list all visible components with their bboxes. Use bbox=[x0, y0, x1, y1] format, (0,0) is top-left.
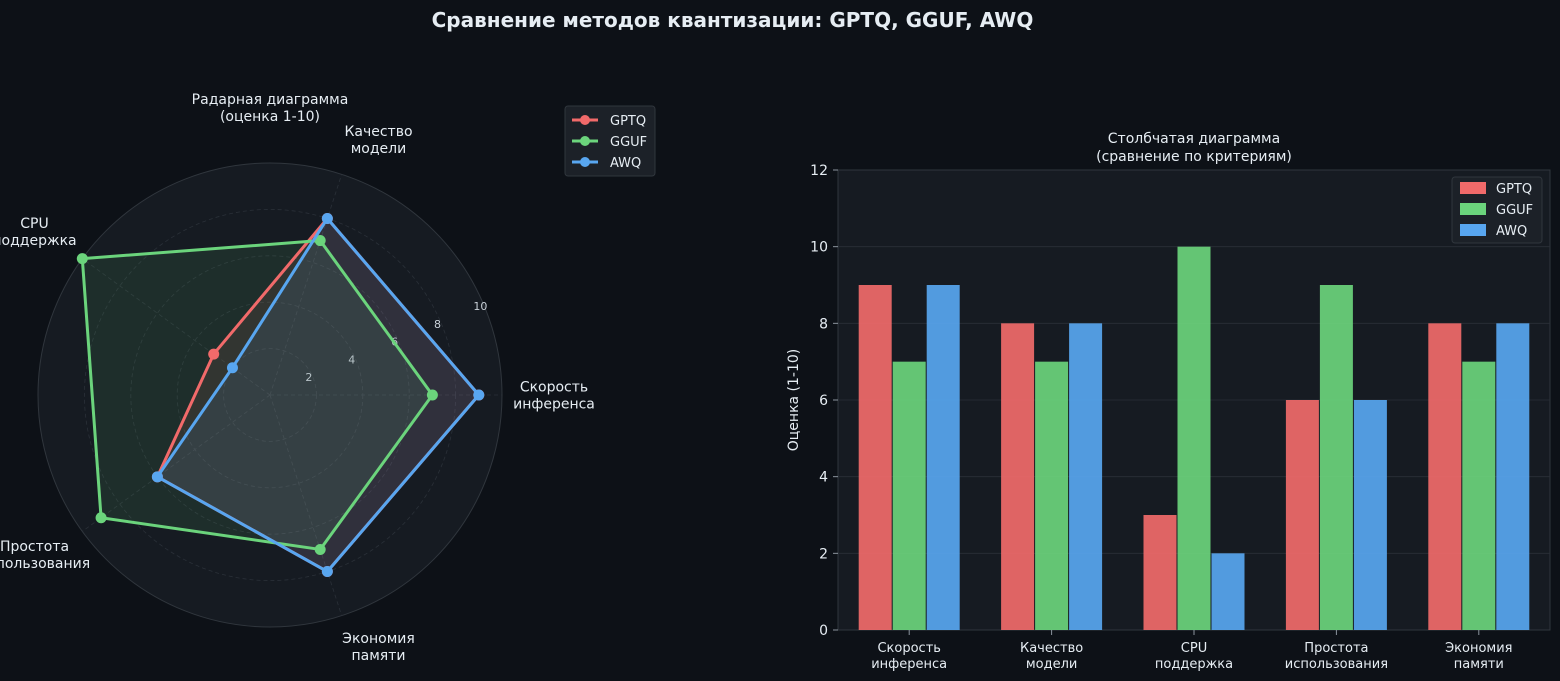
radar-point-awq bbox=[473, 389, 485, 401]
bar-legend-label: AWQ bbox=[1496, 224, 1527, 239]
radar-spoke bbox=[82, 394, 271, 532]
radar-point-gguf bbox=[314, 235, 326, 247]
bar-y-tick-label: 10 bbox=[810, 240, 828, 256]
radar-legend-label: GPTQ bbox=[610, 114, 646, 129]
bar-y-tick-label: 4 bbox=[819, 470, 828, 486]
radar-chart: Радарная диаграмма (оценка 1-10) 246810 … bbox=[0, 92, 656, 664]
radar-point-awq bbox=[226, 362, 238, 374]
radar-axis-label: Качество модели bbox=[344, 124, 412, 157]
bar-legend: GPTQ GGUF AWQ bbox=[1451, 176, 1543, 244]
radar-area-gptq bbox=[157, 218, 479, 572]
radar-point-awq bbox=[151, 471, 163, 483]
radar-spoke bbox=[82, 258, 271, 396]
radar-legend-marker bbox=[580, 115, 590, 125]
radar-axis-label: Скорость инференса bbox=[513, 380, 595, 413]
bar-x-tick-label: Качество модели bbox=[1020, 641, 1083, 672]
radar-axis-label: Экономия памяти bbox=[342, 631, 415, 664]
bar-gguf bbox=[892, 361, 926, 630]
radar-point-awq bbox=[321, 566, 333, 578]
bar-gptq bbox=[1143, 515, 1177, 630]
bar-awq bbox=[1069, 323, 1103, 630]
radar-point-gguf bbox=[76, 253, 88, 265]
radar-subtitle: (оценка 1-10) bbox=[220, 109, 320, 125]
bar-legend-swatch bbox=[1460, 224, 1486, 236]
radar-legend-label: GGUF bbox=[610, 135, 647, 150]
bar-awq bbox=[1353, 400, 1387, 630]
bar-legend-label: GPTQ bbox=[1496, 182, 1532, 197]
bar-gptq bbox=[1428, 323, 1462, 630]
radar-r-tick-label: 8 bbox=[434, 318, 441, 331]
bar-gguf bbox=[1462, 361, 1496, 630]
radar-line-gguf bbox=[80, 239, 434, 551]
radar-line-awq bbox=[155, 216, 481, 574]
bar-y-tick-label: 12 bbox=[810, 163, 828, 179]
radar-point-gptq bbox=[208, 348, 220, 360]
radar-axis-label: CPU поддержка bbox=[0, 216, 77, 249]
radar-point-gguf bbox=[95, 512, 107, 524]
radar-title: Радарная диаграмма bbox=[192, 92, 349, 108]
bar-legend-label: GGUF bbox=[1496, 203, 1533, 218]
radar-point-gguf bbox=[426, 389, 438, 401]
radar-legend-label: AWQ bbox=[610, 156, 641, 171]
radar-spoke bbox=[269, 174, 343, 396]
bar-gptq bbox=[1001, 323, 1035, 630]
bar-y-axis-label: Оценка (1-10) bbox=[786, 349, 802, 452]
bar-subtitle: (сравнение по критериям) bbox=[1096, 149, 1292, 165]
radar-grid-ring bbox=[130, 255, 410, 535]
bar-y-tick-label: 6 bbox=[819, 393, 828, 409]
bar-gptq bbox=[1285, 400, 1319, 630]
bar-title: Столбчатая диаграмма bbox=[1108, 131, 1280, 147]
radar-point-awq bbox=[321, 212, 333, 224]
radar-r-tick-label: 10 bbox=[473, 300, 487, 313]
bar-x-tick-label: Скорость инференса bbox=[871, 641, 947, 672]
radar-spoke bbox=[269, 394, 343, 616]
bar-x-tick-label: CPU поддержка bbox=[1155, 641, 1233, 672]
bar-legend-swatch bbox=[1460, 182, 1486, 194]
radar-point-gguf bbox=[314, 543, 326, 555]
bar-awq bbox=[926, 285, 960, 630]
radar-r-tick-label: 2 bbox=[305, 371, 312, 384]
radar-area-gguf bbox=[82, 240, 433, 550]
radar-r-tick-label: 4 bbox=[348, 353, 355, 366]
radar-legend: GPTQ GGUF AWQ bbox=[564, 105, 656, 177]
bar-y-tick-label: 0 bbox=[819, 623, 828, 639]
main-title: Сравнение методов квантизации: GPTQ, GGU… bbox=[431, 8, 1034, 32]
bar-gptq bbox=[858, 285, 892, 630]
bar-gguf bbox=[1177, 246, 1211, 630]
bar-y-tick-label: 8 bbox=[819, 316, 828, 332]
bar-legend-swatch bbox=[1460, 203, 1486, 215]
bar-x-tick-label: Экономия памяти bbox=[1445, 641, 1512, 672]
bar-awq bbox=[1496, 323, 1530, 630]
radar-area-awq bbox=[157, 218, 479, 572]
bar-gguf bbox=[1319, 285, 1353, 630]
radar-legend-marker bbox=[580, 136, 590, 146]
bar-y-tick-label: 2 bbox=[819, 546, 828, 562]
bar-gguf bbox=[1035, 361, 1069, 630]
bar-awq bbox=[1211, 553, 1245, 630]
radar-legend-marker bbox=[580, 157, 590, 167]
radar-grid-ring bbox=[223, 348, 317, 442]
bar-x-tick-label: Простота использования bbox=[1285, 641, 1388, 672]
